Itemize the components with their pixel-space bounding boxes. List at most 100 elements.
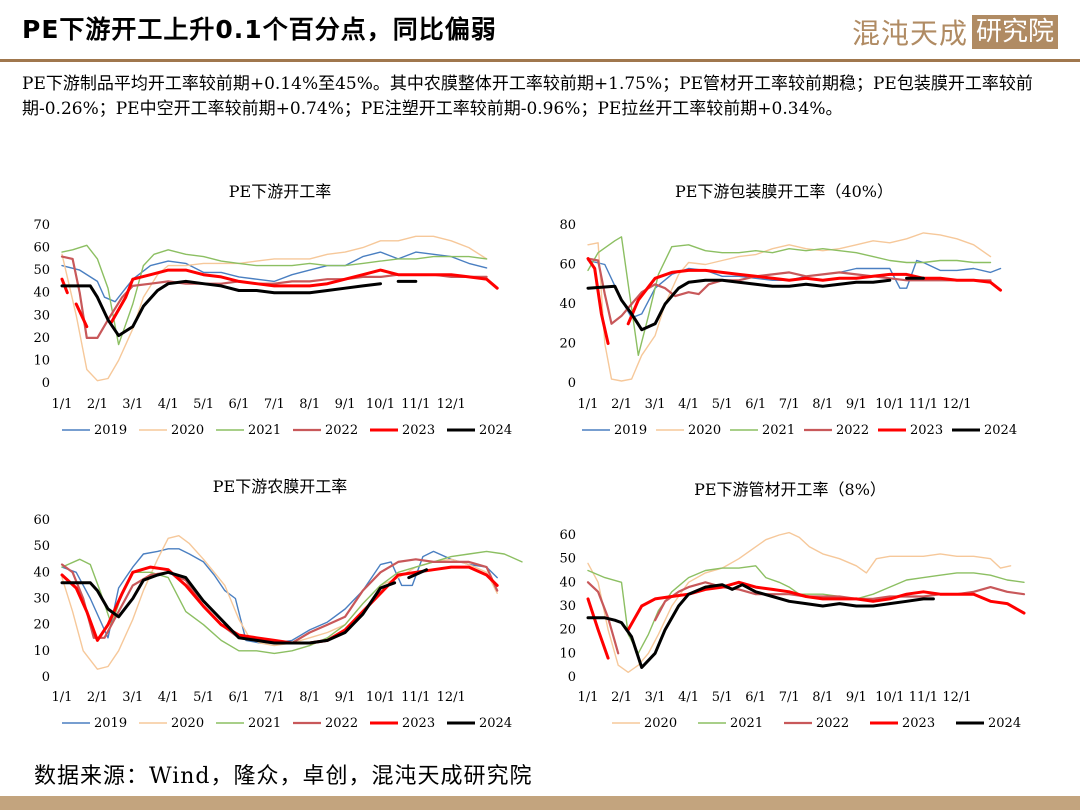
legend-label-2023: 2023 [910, 423, 943, 438]
y-tick-label: 30 [559, 599, 576, 614]
chart-title: PE下游农膜开工率 [213, 477, 347, 496]
x-tick-label: 9/1 [335, 397, 356, 412]
series-line-2020 [587, 531, 1012, 673]
series-line-2023 [74, 302, 89, 329]
x-tick-label: 11/1 [909, 690, 938, 705]
x-tick-label: 8/1 [812, 690, 833, 705]
x-tick-label: 8/1 [299, 690, 320, 705]
x-tick-label: 2/1 [87, 690, 108, 705]
y-tick-label: 70 [33, 218, 50, 233]
x-tick-label: 10/1 [366, 397, 395, 412]
chart-title: PE下游开工率 [229, 182, 331, 201]
x-tick-label: 6/1 [228, 397, 249, 412]
x-tick-label: 9/1 [335, 690, 356, 705]
x-tick-label: 5/1 [193, 397, 214, 412]
logo: 混沌天成 研究院 [852, 14, 1058, 50]
y-tick-label: 50 [33, 539, 50, 554]
chart-pipe: PE下游管材开工率（8%） 0 10 20 30 40 50 60 1/1 2/1 3/1 4/1 5/… [559, 480, 1026, 731]
series-line-2021 [587, 236, 992, 356]
y-tick-label: 10 [559, 646, 576, 661]
header: PE下游开工上升0.1个百分点，同比偏弱 混沌天成 研究院 [0, 0, 1080, 62]
y-tick-label: 60 [33, 513, 50, 528]
chart-title: PE下游管材开工率（8%） [694, 480, 886, 499]
legend-label-2020: 2020 [644, 716, 677, 731]
legend-label-2023: 2023 [902, 716, 935, 731]
legend-label-2023: 2023 [402, 716, 435, 731]
legend-label-2022: 2022 [816, 716, 849, 731]
x-tick-label: 9/1 [846, 397, 867, 412]
series-line-2024 [407, 568, 428, 580]
y-tick-label: 20 [559, 337, 576, 352]
x-tick-label: 12/1 [942, 690, 971, 705]
legend-label-2021: 2021 [730, 716, 763, 731]
chart-title: PE下游包装膜开工率（40%） [675, 182, 893, 201]
x-tick-label: 7/1 [264, 397, 285, 412]
x-tick-label: 5/1 [712, 397, 733, 412]
y-tick-label: 20 [559, 623, 576, 638]
x-tick-label: 10/1 [875, 690, 904, 705]
x-tick-label: 11/1 [909, 397, 938, 412]
x-tick-label: 2/1 [611, 397, 632, 412]
y-tick-label: 40 [559, 575, 576, 590]
x-tick-label: 7/1 [779, 397, 800, 412]
series-line-2023 [110, 268, 499, 324]
x-tick-label: 9/1 [846, 690, 867, 705]
x-tick-label: 3/1 [122, 397, 143, 412]
y-tick-label: 20 [33, 618, 50, 633]
y-tick-label: 60 [33, 241, 50, 256]
y-tick-label: 10 [33, 353, 50, 368]
page-title: PE下游开工上升0.1个百分点，同比偏弱 [22, 15, 497, 44]
chart-pe-downstream: PE下游开工率 0 10 20 30 40 50 60 70 1/1 2/1 3/1 4/1 5/1 6/1… [33, 182, 512, 438]
series-line-2022 [586, 581, 620, 655]
series-line-2020 [61, 235, 488, 382]
y-tick-label: 50 [559, 552, 576, 567]
x-tick-label: 1/1 [578, 397, 599, 412]
series-line-2019 [61, 251, 488, 303]
x-tick-label: 4/1 [678, 397, 699, 412]
legend-label-2024: 2024 [479, 423, 512, 438]
x-tick-label: 1/1 [578, 690, 599, 705]
x-tick-label: 6/1 [745, 690, 766, 705]
legend-label-2020: 2020 [688, 423, 721, 438]
y-tick-label: 50 [33, 263, 50, 278]
y-tick-label: 60 [559, 258, 576, 273]
series-line-2023 [626, 268, 1002, 326]
legend-label-2021: 2021 [762, 423, 795, 438]
legend-label-2019: 2019 [614, 423, 647, 438]
series-line-2024 [60, 570, 397, 645]
x-tick-label: 5/1 [193, 690, 214, 705]
x-tick-label: 4/1 [158, 690, 179, 705]
x-tick-label: 5/1 [712, 690, 733, 705]
legend-label-2024: 2024 [479, 716, 512, 731]
legend-label-2021: 2021 [248, 716, 281, 731]
legend-label-2021: 2021 [248, 423, 281, 438]
x-tick-label: 1/1 [52, 690, 73, 705]
series-line-2024 [586, 278, 892, 332]
logo-box-text: 研究院 [971, 15, 1058, 49]
series-line-2024 [60, 279, 382, 338]
y-tick-label: 60 [559, 528, 576, 543]
y-tick-label: 40 [33, 565, 50, 580]
y-tick-label: 0 [568, 670, 576, 685]
legend-label-2022: 2022 [325, 423, 358, 438]
x-tick-label: 8/1 [812, 397, 833, 412]
chart-packaging-film: PE下游包装膜开工率（40%） 0 20 40 60 80 1/1 2/1 3/1 4/1 5/1 6… [559, 182, 1017, 438]
series-line-2020 [587, 232, 992, 382]
y-tick-label: 0 [568, 376, 576, 391]
legend-label-2024: 2024 [984, 423, 1017, 438]
x-tick-label: 8/1 [299, 397, 320, 412]
x-tick-label: 10/1 [875, 397, 904, 412]
legend-label-2022: 2022 [325, 716, 358, 731]
x-tick-label: 4/1 [158, 397, 179, 412]
x-tick-label: 3/1 [122, 690, 143, 705]
x-tick-label: 12/1 [437, 397, 466, 412]
series-line-2023 [586, 257, 610, 345]
logo-main-text: 混沌天成 [851, 17, 968, 50]
legend-label-2019: 2019 [94, 423, 127, 438]
x-tick-label: 4/1 [678, 690, 699, 705]
y-tick-label: 0 [42, 670, 50, 685]
legend-label-2020: 2020 [171, 716, 204, 731]
x-tick-label: 1/1 [52, 397, 73, 412]
x-tick-label: 6/1 [228, 690, 249, 705]
y-tick-label: 40 [559, 297, 576, 312]
